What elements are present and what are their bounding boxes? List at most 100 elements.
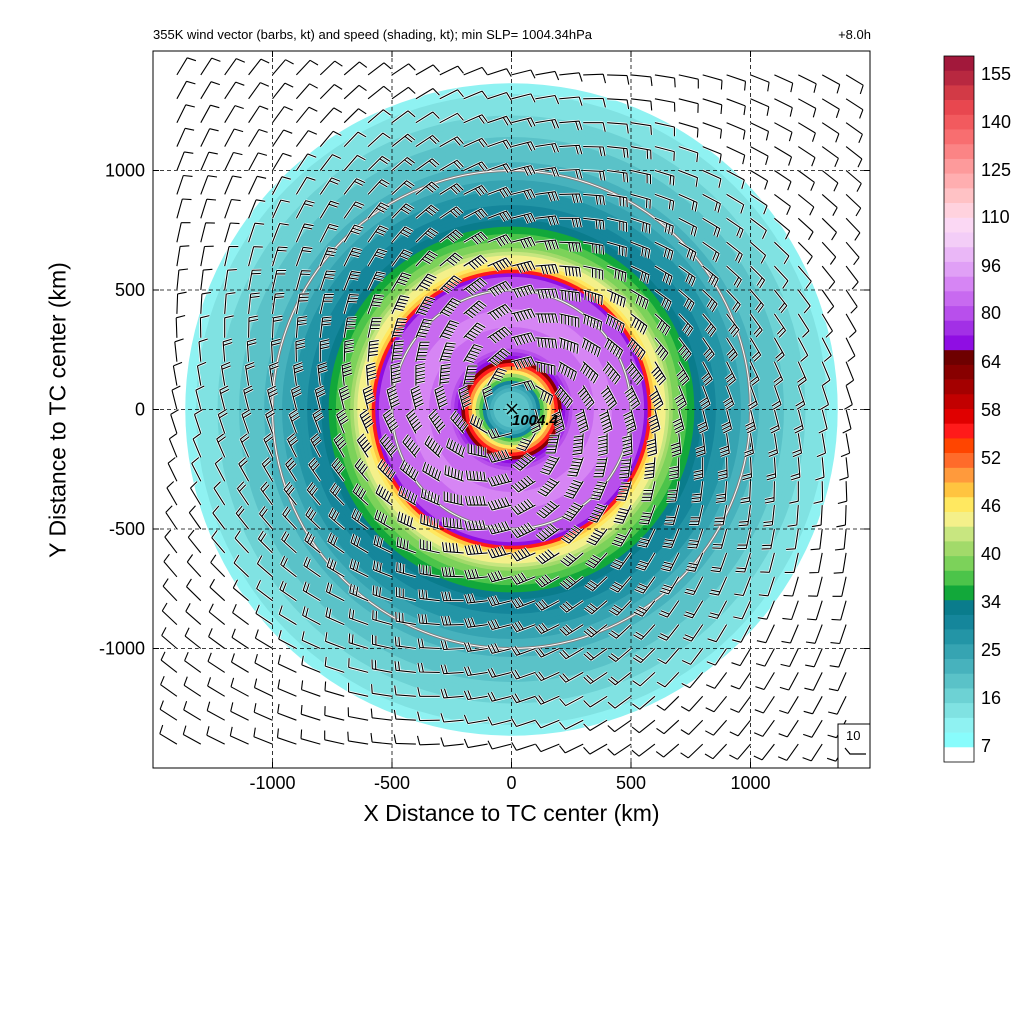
wind-barb	[341, 362, 353, 386]
wind-barb	[593, 457, 608, 478]
wind-barb-halo	[726, 121, 747, 140]
colorbar-swatch	[944, 688, 974, 704]
colorbar-swatch	[944, 438, 974, 454]
wind-barb	[583, 265, 604, 280]
wind-barb-halo	[229, 726, 250, 746]
wind-barb	[359, 409, 374, 434]
wind-barb	[161, 627, 178, 649]
wind-barb	[393, 734, 416, 745]
reference-barb-icon	[844, 747, 866, 755]
wind-barb	[440, 664, 464, 675]
wind-barb-halo	[223, 127, 244, 148]
wind-barb	[590, 480, 608, 501]
wind-barb	[253, 703, 273, 721]
wind-barb	[184, 627, 202, 649]
wind-barb	[709, 576, 728, 596]
wind-barb	[295, 176, 316, 195]
wind-barb	[333, 433, 347, 458]
y-tick-label: -500	[109, 519, 145, 539]
wind-barb	[808, 576, 823, 597]
wind-barb	[583, 146, 606, 157]
wind-barb	[630, 265, 650, 284]
wind-barb	[236, 481, 250, 506]
wind-barb	[678, 289, 695, 312]
wind-barb	[349, 583, 369, 602]
wind-barb	[632, 671, 656, 687]
wind-barb	[439, 342, 456, 362]
wind-barb	[343, 294, 359, 315]
wind-barb	[482, 385, 493, 410]
wind-barb	[658, 600, 680, 618]
wind-barb-halo	[199, 103, 220, 124]
wind-barb-halo	[583, 72, 607, 84]
wind-barb	[695, 433, 706, 457]
wind-barb	[207, 677, 225, 697]
wind-barb	[441, 542, 464, 554]
wind-barb	[439, 159, 464, 171]
wind-barb	[248, 152, 268, 171]
wind-barb	[406, 409, 423, 434]
wind-barb-halo	[271, 152, 292, 172]
wind-barb	[654, 122, 675, 137]
wind-barb-halo	[174, 314, 186, 338]
colorbar-swatch	[944, 247, 974, 263]
wind-barb	[176, 151, 194, 171]
wind-barb-halo	[175, 150, 194, 171]
wind-barb	[535, 671, 560, 682]
wind-barb	[458, 385, 472, 410]
wind-barb	[608, 648, 632, 662]
wind-barb	[726, 313, 740, 338]
wind-barb	[391, 63, 416, 76]
wind-barb	[232, 603, 249, 626]
wind-barb-halo	[206, 676, 226, 698]
wind-barb	[559, 695, 584, 707]
wind-barb	[283, 481, 297, 506]
wind-barb	[693, 457, 704, 480]
wind-barb	[200, 81, 220, 100]
wind-barb	[303, 556, 321, 578]
wind-barb	[619, 457, 632, 479]
wind-barb	[331, 457, 345, 482]
wind-barb	[766, 457, 777, 481]
wind-barb-halo	[253, 678, 274, 698]
wind-barb	[172, 361, 183, 386]
wind-barb	[319, 223, 339, 243]
reference-barb-box	[837, 723, 871, 769]
wind-barb	[278, 630, 297, 649]
wind-barb	[160, 651, 178, 673]
wind-barb	[630, 122, 652, 135]
wind-barb	[367, 248, 388, 267]
colorbar-swatch	[944, 276, 974, 292]
colorbar-label: 64	[981, 352, 1001, 372]
wind-barb	[163, 553, 178, 578]
wind-barb	[774, 193, 791, 216]
wind-barb	[162, 578, 178, 602]
wind-barb	[607, 146, 629, 158]
wind-barb	[487, 257, 512, 272]
wind-barb	[348, 658, 369, 673]
wind-barb-halo	[276, 703, 297, 722]
wind-barb-halo	[392, 734, 416, 746]
wind-barb	[821, 289, 835, 314]
wind-barb	[511, 693, 536, 704]
wind-barb	[188, 505, 202, 530]
wind-barb	[511, 188, 536, 200]
wind-barb-halo	[802, 719, 824, 739]
wind-barb	[487, 139, 512, 150]
wind-barb	[637, 528, 656, 548]
wind-barb-halo	[247, 175, 267, 195]
wind-barb	[347, 707, 369, 721]
wind-barb	[290, 385, 302, 410]
wind-barb	[200, 245, 214, 267]
wind-barb	[733, 600, 752, 620]
wind-barb	[224, 151, 243, 171]
wind-barb	[270, 338, 281, 362]
wind-barb-halo	[804, 647, 824, 669]
colorbar-swatch	[944, 467, 974, 483]
wind-barb	[464, 593, 488, 604]
wind-barb	[779, 672, 799, 691]
wind-barb	[684, 576, 704, 596]
wind-barb	[559, 337, 579, 354]
wind-barb-halo	[837, 481, 849, 505]
wind-barb	[391, 180, 415, 195]
